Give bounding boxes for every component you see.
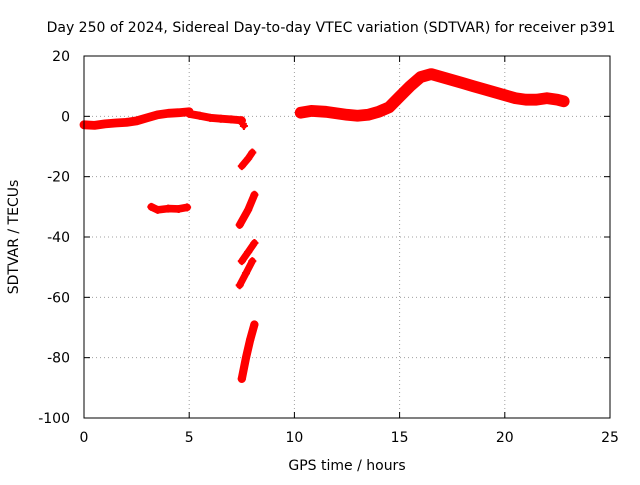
data-point xyxy=(353,111,362,120)
data-point xyxy=(153,205,162,214)
data-point xyxy=(559,97,568,106)
data-point xyxy=(237,257,246,266)
data-point xyxy=(164,109,173,118)
data-point xyxy=(242,269,251,278)
data-point xyxy=(343,110,351,119)
data-point xyxy=(216,114,225,123)
data-layer xyxy=(79,68,570,383)
data-point xyxy=(237,162,246,171)
data-point xyxy=(250,190,259,199)
data-point xyxy=(250,320,259,329)
data-point xyxy=(244,248,253,257)
data-point xyxy=(364,110,373,119)
x-tick-label: 20 xyxy=(496,430,514,446)
y-axis-label: SDTVAR / TECUs xyxy=(6,180,22,295)
data-point xyxy=(90,121,99,130)
data-point xyxy=(227,115,236,124)
data-point xyxy=(111,118,120,127)
data-point xyxy=(164,204,173,213)
data-point xyxy=(458,79,467,88)
data-point xyxy=(406,82,415,91)
data-point xyxy=(183,203,192,212)
chart-title: Day 250 of 2024, Sidereal Day-to-day VTE… xyxy=(47,20,616,36)
x-tick-label: 25 xyxy=(601,430,619,446)
data-point xyxy=(174,108,183,117)
x-tick-label: 5 xyxy=(185,430,194,446)
data-point xyxy=(553,95,562,104)
data-point xyxy=(374,107,383,116)
data-point xyxy=(122,118,131,127)
data-point xyxy=(101,119,110,128)
data-point xyxy=(500,91,509,100)
data-point xyxy=(248,257,257,266)
data-point xyxy=(542,94,551,103)
y-tick-label: 20 xyxy=(52,49,70,65)
data-point xyxy=(511,94,520,103)
y-tick-label: -60 xyxy=(47,290,70,306)
y-tick-label: -20 xyxy=(47,170,70,186)
data-point xyxy=(521,95,530,104)
data-point xyxy=(307,106,316,115)
y-tick-label: -100 xyxy=(38,411,70,427)
data-point xyxy=(237,374,246,383)
data-point xyxy=(185,109,194,118)
data-point xyxy=(195,111,204,120)
data-point xyxy=(416,73,425,82)
data-point xyxy=(296,108,305,117)
data-point xyxy=(244,154,253,163)
data-point xyxy=(143,113,152,122)
plot-frame xyxy=(83,55,611,419)
data-point xyxy=(235,220,244,229)
data-point xyxy=(132,116,141,125)
data-point xyxy=(174,204,183,213)
x-tick-label: 15 xyxy=(391,430,409,446)
data-point xyxy=(427,70,436,79)
data-point xyxy=(153,110,162,119)
data-point xyxy=(479,85,488,94)
x-axis-label: GPS time / hours xyxy=(288,458,405,474)
data-point xyxy=(250,239,259,248)
data-point xyxy=(385,103,394,112)
data-series-arc-9 xyxy=(237,320,259,383)
data-point xyxy=(244,205,253,214)
data-point xyxy=(469,82,478,91)
data-point xyxy=(147,202,156,211)
y-tick-label: -80 xyxy=(47,351,70,367)
data-point xyxy=(437,73,446,82)
data-point xyxy=(242,353,251,362)
data-point xyxy=(239,121,248,130)
data-point xyxy=(206,113,215,122)
x-tick-label: 0 xyxy=(80,430,89,446)
data-point xyxy=(395,92,404,101)
data-point xyxy=(532,95,541,104)
data-point xyxy=(248,148,257,157)
data-point xyxy=(490,88,499,97)
data-point xyxy=(448,76,457,85)
data-point xyxy=(332,109,341,118)
data-point xyxy=(321,107,330,116)
x-tick-label: 10 xyxy=(285,430,303,446)
data-point xyxy=(235,281,244,290)
data-point xyxy=(246,335,255,344)
y-tick-label: 0 xyxy=(61,109,70,125)
y-tick-label: -40 xyxy=(47,230,70,246)
